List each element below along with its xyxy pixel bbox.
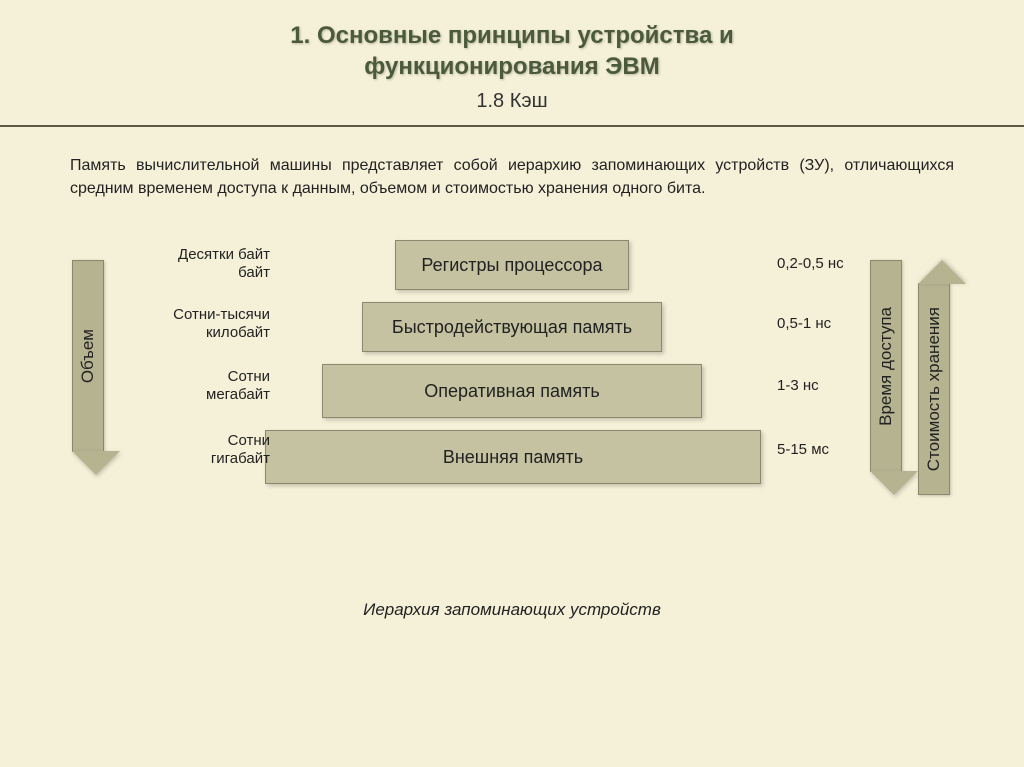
divider [0,125,1024,127]
page-title: 1. Основные принципы устройства и функци… [0,0,1024,82]
level-left-label-3: Сотнигигабайт [150,432,270,468]
pyramid-level-0: Регистры процессора [395,240,629,290]
intro-paragraph: Память вычислительной машины представляе… [70,155,954,200]
access-time-arrow-label: Время доступа [876,307,896,426]
level-left-label-0: Десятки байтбайт [150,246,270,282]
volume-arrow-label: Объем [78,329,98,383]
memory-hierarchy-diagram: Объем Время доступа Стоимость хранения Р… [0,240,1024,580]
pyramid-level-3: Внешняя память [265,430,761,484]
diagram-caption: Иерархия запоминающих устройств [0,600,1024,620]
storage-cost-arrow-label: Стоимость хранения [924,307,944,471]
pyramid-level-1: Быстродействующая память [362,302,662,352]
title-line2: функционирования ЭВМ [364,53,659,80]
pyramid-level-2: Оперативная память [322,364,702,418]
title-line1: 1. Основные принципы устройства и [290,22,733,49]
level-right-label-3: 5-15 мс [777,441,829,458]
access-time-arrow: Время доступа [870,260,918,495]
level-right-label-1: 0,5-1 нс [777,315,831,332]
level-left-label-2: Сотнимегабайт [150,368,270,404]
level-left-label-1: Сотни-тысячикилобайт [150,306,270,342]
volume-arrow: Объем [72,260,120,475]
storage-cost-arrow: Стоимость хранения [918,260,966,495]
pyramid: Регистры процессора Быстродействующая пам… [265,240,759,484]
level-right-label-2: 1-3 нс [777,377,819,394]
page-subtitle: 1.8 Кэш [0,90,1024,113]
level-right-label-0: 0,2-0,5 нс [777,255,844,272]
